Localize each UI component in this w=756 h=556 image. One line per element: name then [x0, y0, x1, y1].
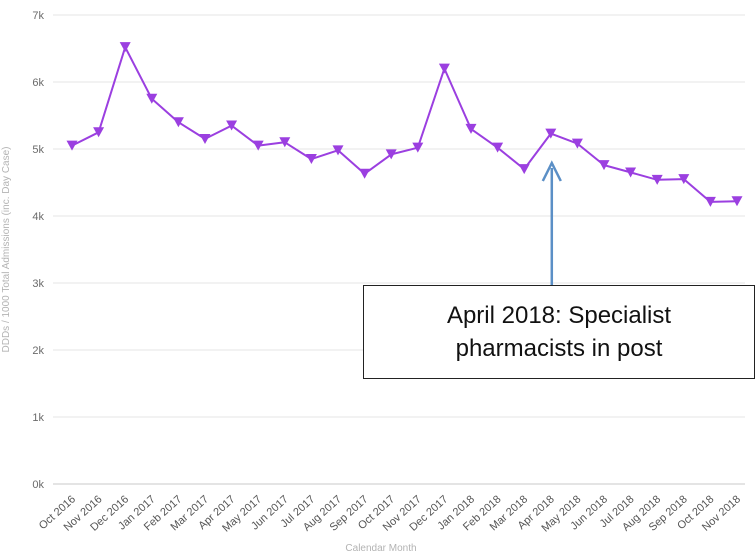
data-point-marker — [518, 164, 530, 175]
y-tick-label: 3k — [32, 278, 44, 290]
data-point-marker — [332, 145, 344, 156]
series-line-path — [71, 46, 738, 203]
annotation-callout-box: April 2018: Specialist pharmacists in po… — [363, 285, 755, 379]
series-markers — [66, 42, 743, 207]
data-point-marker — [172, 117, 184, 128]
grid-lines — [53, 14, 745, 485]
y-tick-label: 4k — [32, 211, 44, 223]
data-point-marker — [571, 138, 583, 149]
y-tick-label: 0k — [32, 479, 44, 491]
data-point-marker — [704, 196, 716, 207]
data-point-marker — [465, 123, 477, 134]
data-point-marker — [146, 93, 158, 104]
y-tick-label: 2k — [32, 345, 44, 357]
data-point-marker — [678, 174, 690, 185]
series-line — [71, 46, 738, 203]
data-point-marker — [66, 140, 78, 151]
y-tick-label: 6k — [32, 77, 44, 89]
data-point-marker — [545, 128, 557, 139]
data-point-marker — [651, 174, 663, 185]
annotation-arrow-head — [541, 160, 562, 182]
data-point-marker — [598, 160, 610, 171]
y-tick-label: 1k — [32, 412, 44, 424]
data-point-marker — [412, 142, 424, 153]
x-axis-title: Calendar Month — [345, 543, 416, 554]
y-axis-tick-labels: 0k 1k 2k 3k 4k 5k 6k 7k — [32, 10, 44, 491]
data-point-marker — [279, 137, 291, 148]
data-point-marker — [93, 127, 105, 138]
data-point-marker — [226, 120, 238, 131]
data-point-marker — [625, 167, 637, 178]
data-point-marker — [305, 154, 317, 165]
y-axis-title: DDDs / 1000 Total Admissions (inc. Day C… — [1, 146, 12, 352]
data-point-marker — [359, 168, 371, 179]
annotation-arrow — [541, 160, 562, 285]
data-point-marker — [252, 140, 264, 151]
annotation-callout-text: April 2018: Specialist pharmacists in po… — [446, 302, 672, 362]
y-tick-label: 5k — [32, 144, 44, 156]
data-point-marker — [492, 142, 504, 153]
data-point-marker — [438, 63, 450, 74]
y-tick-label: 7k — [32, 10, 44, 22]
data-point-marker — [199, 133, 211, 144]
data-point-marker — [119, 42, 131, 53]
data-point-marker — [731, 196, 743, 207]
data-point-marker — [385, 149, 397, 160]
